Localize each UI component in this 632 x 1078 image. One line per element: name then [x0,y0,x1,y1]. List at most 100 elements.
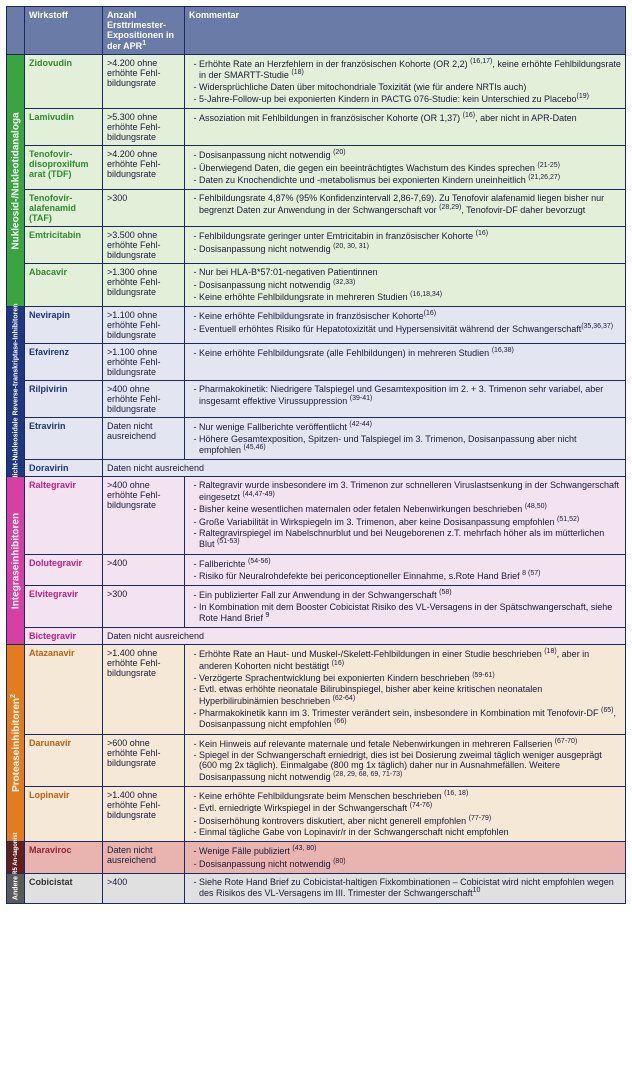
anz-lopinavir: >1.400 ohne erhöhte Fehl­bildungsrate [103,787,185,842]
group-integrase: Integraseinhibitoren [7,477,25,645]
comment-item: Nur bei HLA-B*57:01-negativen Patientinn… [199,267,621,277]
comment-item: Keine erhöhte Fehlbildungsrate in mehrer… [199,291,621,302]
group-protease: Proteaseinhibitoren2 [7,645,25,842]
comment-item: Pharmakokinetik kann im 3. Trimester ver… [199,707,621,730]
kom-bictegravir: Daten nicht ausreichend [103,628,626,645]
comment-item: Höhere Gesamtexposition, Spitzen- und Ta… [199,434,621,456]
wirk-efavirenz: Efavirenz [25,344,103,381]
wirk-dolutegravir: Dolutegravir [25,554,103,586]
kom-lamivudin: Assoziation mit Fehlbildungen in französ… [185,109,626,146]
anz-zidovudin: >4.200 ohne erhöhte Fehl­bildungsrate [103,55,185,109]
anz-darunavir: >600 ohne erhöhte Fehl­bildungsrate [103,734,185,786]
anz-rilpivirin: >400 ohne erhöhte Fehl­bildungsrate [103,381,185,418]
row-cobicistat: Andere Cobicistat >400 Siehe Rote Hand B… [7,874,626,904]
wirk-atazanavir: Atazanavir [25,645,103,734]
comment-item: Erhöhte Rate an Haut- und Muskel-/Skelet… [199,648,621,671]
row-etravirin: Etravirin Daten nicht ausreichend Nur we… [7,418,626,460]
comment-item: Spiegel in der Schwangerschaft erniedrig… [199,750,621,782]
wirk-taf: Tenofovir-alafenamid (TAF) [25,190,103,227]
wirk-doravirin: Doravirin [25,460,103,477]
kom-doravirin: Daten nicht ausreichend [103,460,626,477]
group-ccr5: CCR5 An-tagonist [7,842,25,874]
comment-item: Keine erhöhte Fehlbildungsrate (alle Feh… [199,347,621,358]
comment-item: Fallberichte (54-56) [199,558,621,569]
row-efavirenz: Efavirenz >1.100 ohne erhöhte Fehl­bildu… [7,344,626,381]
header-anzahl: Anzahl Ersttrimester-Expositionen in der… [103,7,185,55]
anz-nevirapin: >1.100 ohne erhöhte Fehl­bildungsrate [103,307,185,344]
row-nevirapin: Nicht-Nukleosidale Reverse-transkriptase… [7,307,626,344]
comment-item: Risiko für Neuralrohdefekte bei periconc… [199,570,621,581]
kom-abacavir: Nur bei HLA-B*57:01-negativen Patientinn… [185,264,626,307]
row-doravirin: Doravirin Daten nicht ausreichend [7,460,626,477]
group-nnrti: Nicht-Nukleosidale Reverse-transkriptase… [7,307,25,477]
anz-etravirin: Daten nicht ausreichend [103,418,185,460]
row-emtricitabin: Emtricitabin >3.500 ohne erhöhte Fehl­bi… [7,227,626,264]
row-atazanavir: Proteaseinhibitoren2 Atazanavir >1.400 o… [7,645,626,734]
wirk-tdf: Tenofovir-disoproxilfum arat (TDF) [25,146,103,190]
comment-item: Große Variabilität in Wirkspiegeln im 3.… [199,516,621,527]
comment-item: Keine erhöhte Fehlbildungsrate beim Mens… [199,790,621,801]
anz-tdf: >4.200 ohne erhöhte Fehl­bildungsrate [103,146,185,190]
anz-cobicistat: >400 [103,874,185,904]
row-taf: Tenofovir-alafenamid (TAF) >300 Fehlbild… [7,190,626,227]
comment-item: Evtl. etwas erhöhte neonatale Bilirubins… [199,684,621,706]
row-darunavir: Darunavir >600 ohne erhöhte Fehl­bildung… [7,734,626,786]
kom-lopinavir: Keine erhöhte Fehlbildungsrate beim Mens… [185,787,626,842]
comment-item: Keine erhöhte Fehlbildungsrate in franzö… [199,310,621,321]
kom-efavirenz: Keine erhöhte Fehlbildungsrate (alle Feh… [185,344,626,381]
comment-item: In Kombination mit dem Booster Cobicista… [199,602,621,624]
kom-rilpivirin: Pharmakokinetik: Niedrigere Talspiegel u… [185,381,626,418]
anz-maraviroc: Daten nicht ausreichend [103,842,185,874]
kom-maraviroc: Wenige Fälle publiziert (43, 80)Dosisanp… [185,842,626,874]
comment-item: Assoziation mit Fehlbildungen in französ… [199,112,621,123]
row-bictegravir: Bictegravir Daten nicht ausreichend [7,628,626,645]
header-kommentar: Kommentar [185,7,626,55]
kom-darunavir: Kein Hinweis auf relevante maternale und… [185,734,626,786]
kom-dolutegravir: Fallberichte (54-56)Risiko für Neuralroh… [185,554,626,586]
kom-elvitegravir: Ein publizierter Fall zur Anwendung in d… [185,586,626,628]
wirk-raltegravir: Raltegravir [25,477,103,554]
comment-item: Pharmakokinetik: Niedrigere Talspiegel u… [199,384,621,406]
comment-item: Siehe Rote Hand Brief zu Cobicistat-halt… [199,877,621,899]
comment-item: Eventuell erhöhtes Risiko für Hepatotoxi… [199,323,621,334]
comment-item: Fehlbildungsrate 4,87% (95% Konfidenzint… [199,193,621,215]
group-andere: Andere [7,874,25,904]
comment-item: Kein Hinweis auf relevante maternale und… [199,738,621,749]
anz-elvitegravir: >300 [103,586,185,628]
comment-item: Fehlbildungsrate geringer unter Emtricit… [199,230,621,241]
row-abacavir: Abacavir >1.300 ohne erhöhte Fehl­bildun… [7,264,626,307]
comment-item: Bisher keine wesentlichen maternalen ode… [199,503,621,514]
row-lopinavir: Lopinavir >1.400 ohne erhöhte Fehl­bildu… [7,787,626,842]
comment-item: Dosisanpassung nicht notwendig (20, 30, … [199,243,621,254]
comment-item: Raltegravirspiegel im Nabelschnurblut un… [199,528,621,550]
comment-item: 5-Jahre-Follow-up bei exponierten Kinder… [199,93,621,104]
wirk-lamivudin: Lamivudin [25,109,103,146]
comment-item: Dosisanpassung nicht notwendig (32,33) [199,279,621,290]
wirk-cobicistat: Cobicistat [25,874,103,904]
comment-item: Evtl. erniedrigte Wirkspiegel in der Sch… [199,802,621,813]
kom-raltegravir: Raltegravir wurde insbesondere im 3. Tri… [185,477,626,554]
anz-efavirenz: >1.100 ohne erhöhte Fehl­bildungsrate [103,344,185,381]
wirk-nevirapin: Nevirapin [25,307,103,344]
comment-item: Einmal tägliche Gabe von Lopinavir/r in … [199,827,621,837]
row-rilpivirin: Rilpivirin >400 ohne erhöhte Fehl­bildun… [7,381,626,418]
anz-lamivudin: >5.300 ohne erhöhte Fehl­bildungsrate [103,109,185,146]
header-wirkstoff: Wirkstoff [25,7,103,55]
kom-taf: Fehlbildungsrate 4,87% (95% Konfidenzint… [185,190,626,227]
comment-item: Dosisanpassung nicht notwendig (80) [199,858,621,869]
kom-etravirin: Nur wenige Fallberichte veröffentlicht (… [185,418,626,460]
row-elvitegravir: Elvitegravir >300 Ein publizierter Fall … [7,586,626,628]
drug-table: Wirkstoff Anzahl Ersttrimester-Expositio… [6,6,626,904]
wirk-elvitegravir: Elvitegravir [25,586,103,628]
table-header-row: Wirkstoff Anzahl Ersttrimester-Expositio… [7,7,626,55]
kom-tdf: Dosisanpassung nicht notwendig (20)Überw… [185,146,626,190]
anz-atazanavir: >1.400 ohne erhöhte Fehl­bildungsrate [103,645,185,734]
comment-item: Verzögerte Sprachentwicklung bei exponie… [199,672,621,683]
comment-item: Widersprüchliche Daten über mitochondria… [199,82,621,92]
wirk-maraviroc: Maraviroc [25,842,103,874]
wirk-emtricitabin: Emtricitabin [25,227,103,264]
anz-emtricitabin: >3.500 ohne erhöhte Fehl­bildungsrate [103,227,185,264]
kom-zidovudin: Erhöhte Rate an Herzfehlern in der franz… [185,55,626,109]
comment-item: Daten zu Knochendichte und -metabolismus… [199,174,621,185]
anz-raltegravir: >400 ohne erhöhte Fehl­bildungsrate [103,477,185,554]
